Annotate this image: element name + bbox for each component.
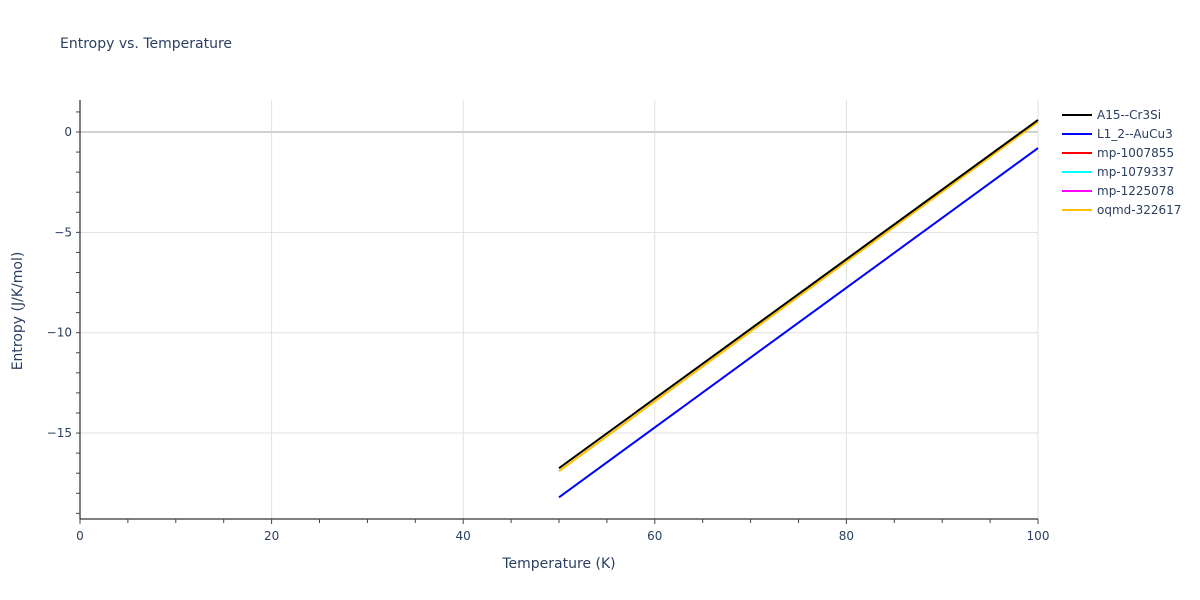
legend-label: A15--Cr3Si <box>1097 108 1161 122</box>
y-axis-title: Entropy (J/K/mol) <box>10 252 26 371</box>
legend-label: oqmd-322617 <box>1097 203 1181 217</box>
legend-label: L1_2--AuCu3 <box>1097 127 1173 141</box>
x-tick-label: 20 <box>264 529 279 543</box>
y-tick-label: −5 <box>54 225 72 239</box>
legend-item[interactable]: A15--Cr3Si <box>1062 108 1161 122</box>
y-axis-ticks: 0 −5 −10 −15 <box>47 125 72 440</box>
x-axis-ticks: 0 20 40 60 80 100 <box>76 529 1049 543</box>
legend-label: mp-1079337 <box>1097 165 1174 179</box>
legend-item[interactable]: mp-1079337 <box>1062 165 1174 179</box>
series-line <box>558 147 1039 499</box>
series-line <box>558 119 1039 469</box>
chart-title: Entropy vs. Temperature <box>60 36 233 52</box>
y-tick-label: 0 <box>64 125 72 139</box>
grid-lines <box>80 100 1039 519</box>
legend-item[interactable]: oqmd-322617 <box>1062 203 1181 217</box>
axes <box>76 100 1039 524</box>
x-tick-label: 60 <box>647 529 662 543</box>
x-tick-label: 100 <box>1027 529 1050 543</box>
x-tick-label: 40 <box>456 529 471 543</box>
y-tick-label: −15 <box>47 426 72 440</box>
y-tick-label: −10 <box>47 326 72 340</box>
series-line <box>558 121 1039 472</box>
x-tick-label: 80 <box>839 529 854 543</box>
legend-item[interactable]: mp-1007855 <box>1062 146 1174 160</box>
legend-label: mp-1225078 <box>1097 184 1174 198</box>
legend-item[interactable]: mp-1225078 <box>1062 184 1174 198</box>
legend-label: mp-1007855 <box>1097 146 1174 160</box>
x-tick-label: 0 <box>76 529 84 543</box>
legend-item[interactable]: L1_2--AuCu3 <box>1062 127 1173 141</box>
x-axis-title: Temperature (K) <box>501 556 615 572</box>
data-lines <box>558 119 1039 499</box>
legend[interactable]: A15--Cr3Si L1_2--AuCu3 mp-1007855 mp-107933… <box>1062 108 1181 217</box>
